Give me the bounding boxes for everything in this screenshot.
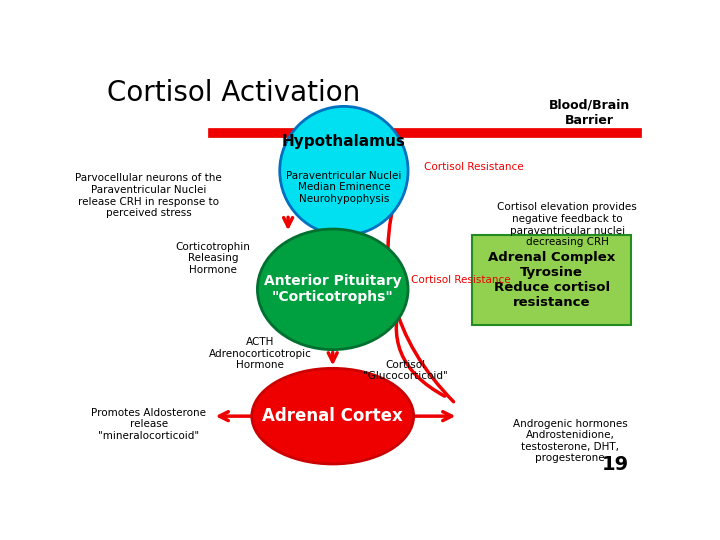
Text: Cortisol Resistance: Cortisol Resistance [423,161,523,172]
Ellipse shape [258,229,408,349]
Text: Adrenal Complex
Tyrosine
Reduce cortisol
resistance: Adrenal Complex Tyrosine Reduce cortisol… [488,251,616,309]
Text: Cortisol elevation provides
negative feedback to
paraventricular nuclei
decreasi: Cortisol elevation provides negative fee… [498,202,637,247]
Text: Parvocellular neurons of the
Paraventricular Nuclei
release CRH in response to
p: Parvocellular neurons of the Paraventric… [75,173,222,218]
Ellipse shape [279,106,408,235]
Text: Anterior Pituitary
"Corticotrophs": Anterior Pituitary "Corticotrophs" [264,274,402,305]
Text: Paraventricular Nuclei
Median Eminence
Neurohypophysis: Paraventricular Nuclei Median Eminence N… [287,171,402,204]
Text: Blood/Brain
Barrier: Blood/Brain Barrier [549,99,630,126]
Text: Cortisol Resistance: Cortisol Resistance [411,275,511,285]
Text: Androgenic hormones
Androstenidione,
testosterone, DHT,
progesterone: Androgenic hormones Androstenidione, tes… [513,418,627,463]
Text: ACTH
Adrenocorticotropic
Hormone: ACTH Adrenocorticotropic Hormone [209,337,312,370]
Text: Promotes Aldosterone
release
"mineralocorticoid": Promotes Aldosterone release "mineraloco… [91,408,206,441]
Text: 19: 19 [601,455,629,474]
Text: Corticotrophin
Releasing
Hormone: Corticotrophin Releasing Hormone [176,241,250,275]
Text: Cortisol Activation: Cortisol Activation [107,79,360,107]
Text: Cortisol
"Glucocorticoid": Cortisol "Glucocorticoid" [363,360,448,381]
FancyBboxPatch shape [472,235,631,325]
Text: Adrenal Cortex: Adrenal Cortex [262,407,403,425]
Ellipse shape [252,368,413,464]
Text: Hypothalamus: Hypothalamus [282,134,406,149]
